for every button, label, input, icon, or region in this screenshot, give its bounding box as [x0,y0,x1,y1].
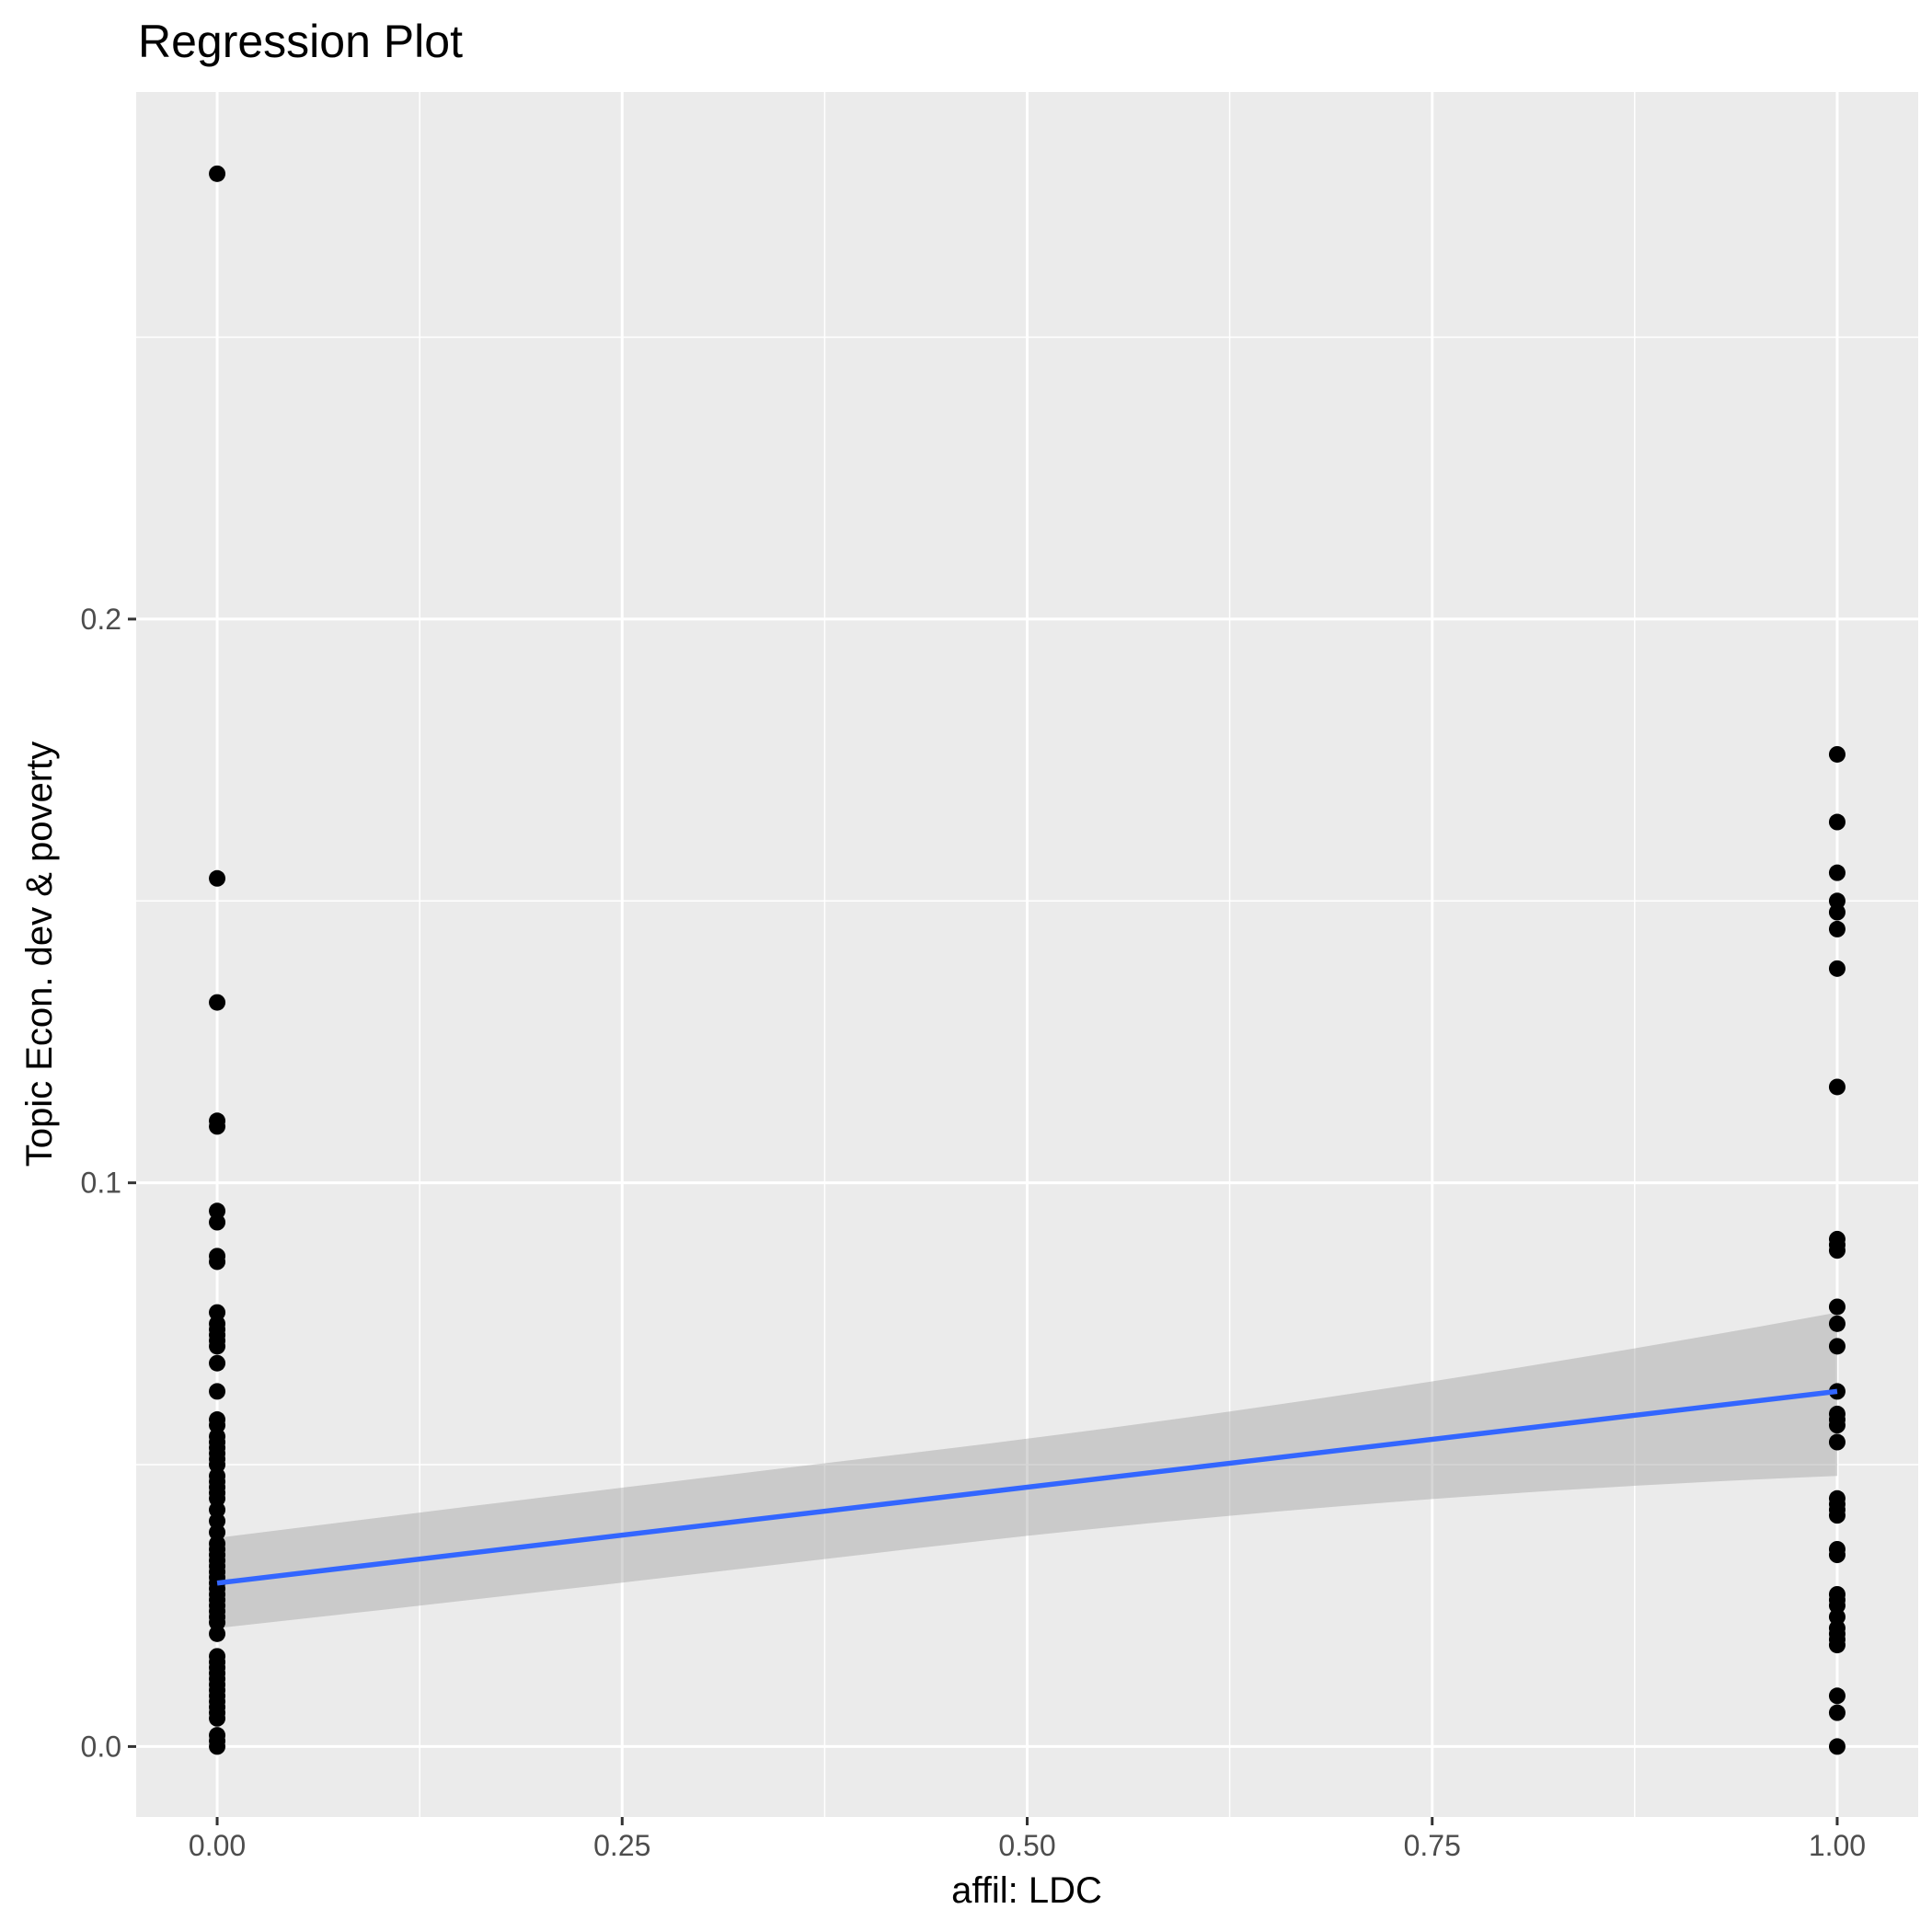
data-point [209,1709,226,1727]
y-tick-label: 0.2 [81,603,121,636]
confidence-band-layer [217,1312,1837,1628]
regression-line-layer [216,1388,1838,1586]
y-tick-label: 0.1 [81,1167,121,1200]
data-point [1828,1507,1846,1524]
data-point [1828,1338,1846,1355]
data-point [209,1338,226,1355]
data-point [1828,1078,1846,1096]
data-point [1828,960,1846,977]
regression-line [216,1388,1838,1586]
y-axis-title: Topic Econ. dev & poverty [19,742,60,1167]
x-tick-label: 0.75 [1404,1829,1461,1862]
data-point [1828,864,1846,881]
data-point [1828,1433,1846,1451]
data-point [1828,1637,1846,1654]
data-point [1828,1687,1846,1705]
data-point [1828,1315,1846,1332]
data-point [1828,745,1846,763]
data-point [209,1625,226,1642]
x-axis: 0.00 0.25 0.50 0.75 1.00 [189,1817,1866,1862]
data-point [1828,1704,1846,1721]
x-tick-label: 0.25 [593,1829,650,1862]
x-tick-label: 0.50 [998,1829,1055,1862]
data-point [209,1354,226,1372]
data-point [209,1213,226,1231]
chart-title: Regression Plot [138,16,463,67]
x-axis-title: affil: LDC [951,1870,1102,1911]
data-point [1828,1547,1846,1564]
data-point [209,994,226,1011]
data-point [1828,903,1846,921]
major-gridlines [136,92,1918,1817]
data-point [209,1738,226,1755]
data-point [1828,813,1846,831]
data-point [209,1118,226,1135]
y-axis: 0.0 0.1 0.2 [81,603,136,1763]
confidence-band [217,1312,1837,1628]
data-point [209,1253,226,1271]
data-point [1828,920,1846,937]
y-tick-label: 0.0 [81,1730,121,1763]
data-point [1828,1298,1846,1316]
x-tick-label: 1.00 [1809,1829,1866,1862]
data-point [1828,1417,1846,1434]
data-points [209,165,1846,1755]
data-point [209,165,226,182]
data-point [209,1383,226,1400]
x-tick-label: 0.00 [189,1829,246,1862]
data-point [1828,1242,1846,1259]
data-point [1828,1738,1846,1755]
data-point [209,869,226,887]
